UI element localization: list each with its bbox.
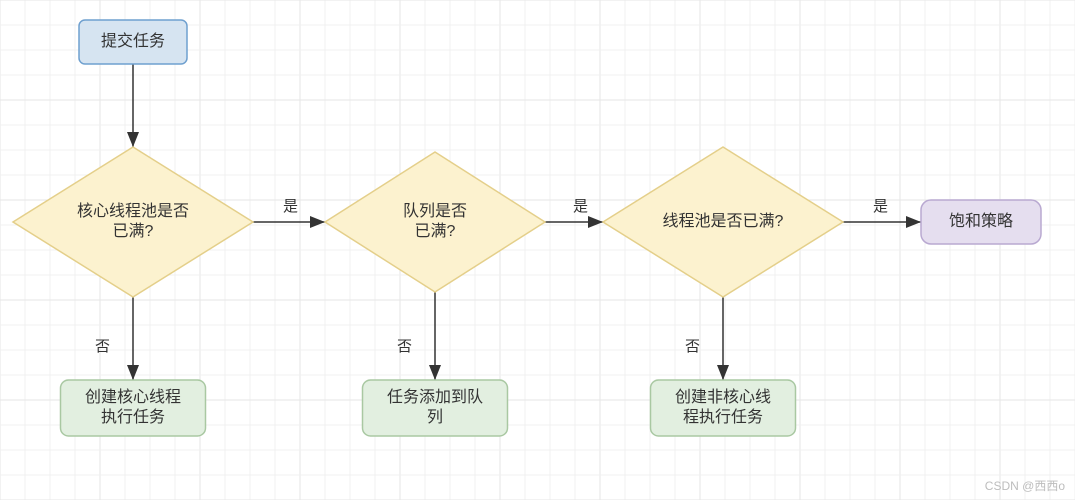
flowchart-canvas: 提交任务核心线程池是否 已满? 队列是否 已满? 线程池是否已满? 创建核心线程 执行… — [0, 0, 1075, 500]
edge-label-e_d1_p1: 否 — [95, 338, 110, 357]
node-label-d2: 队列是否 已满? — [403, 202, 467, 242]
edge-label-e_d2_p2: 否 — [397, 338, 412, 357]
node-label-start: 提交任务 — [101, 32, 165, 52]
node-label-end: 饱和策略 — [949, 212, 1013, 232]
watermark: CSDN @西西o — [985, 477, 1065, 494]
edge-label-e_d3_p3: 否 — [685, 338, 700, 357]
node-label-p2: 任务添加到队 列 — [387, 388, 483, 428]
edge-label-e_d3_end: 是 — [873, 198, 888, 217]
node-label-p1: 创建核心线程 执行任务 — [85, 388, 181, 428]
node-label-p3: 创建非核心线 程执行任务 — [675, 388, 771, 428]
edge-label-e_d2_d3: 是 — [573, 198, 588, 217]
node-label-d1: 核心线程池是否 已满? — [77, 202, 189, 242]
node-label-d3: 线程池是否已满? — [663, 212, 784, 232]
edge-label-e_d1_d2: 是 — [283, 198, 298, 217]
